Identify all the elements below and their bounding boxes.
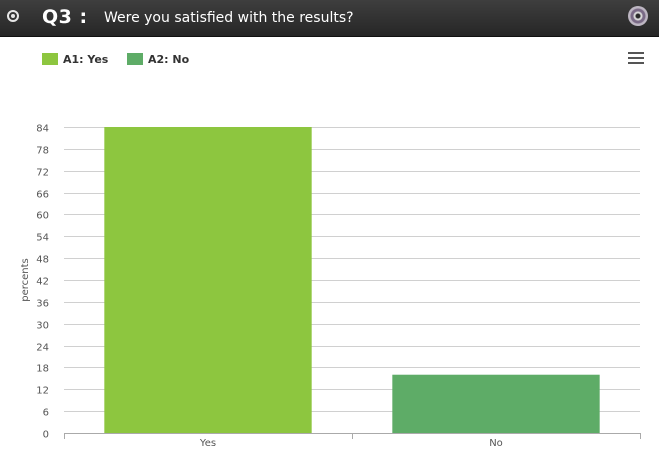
chart-bars — [104, 127, 600, 433]
y-axis-title: percents — [20, 258, 31, 302]
x-tick-label: Yes — [199, 438, 216, 449]
y-tick-label: 24 — [36, 343, 49, 354]
y-tick-label: 6 — [43, 408, 49, 419]
y-tick-labels: 0 6 12 18 24 30 36 42 48 54 60 66 72 78 84 — [36, 124, 49, 441]
y-tick-label: 60 — [36, 211, 49, 222]
radio-icon[interactable] — [7, 10, 19, 22]
y-tick-label: 30 — [36, 321, 49, 332]
y-tick-label: 54 — [36, 233, 49, 244]
legend-swatch-yes — [42, 53, 58, 65]
y-tick-label: 66 — [36, 190, 49, 201]
y-tick-label: 48 — [36, 255, 49, 266]
bar-no[interactable] — [392, 374, 600, 433]
y-tick-label: 78 — [36, 146, 49, 157]
legend-item-no[interactable]: A2: No — [127, 53, 189, 66]
bar-yes[interactable] — [104, 127, 312, 433]
y-tick-label: 18 — [36, 364, 49, 375]
legend-label-yes: A1: Yes — [63, 53, 109, 66]
y-tick-label: 36 — [36, 299, 49, 310]
y-tick-label: 0 — [43, 430, 49, 441]
y-tick-label: 12 — [36, 386, 49, 397]
legend-swatch-no — [127, 53, 143, 65]
y-tick-label: 72 — [36, 168, 49, 179]
x-tick-label: No — [489, 438, 503, 449]
y-tick-label: 42 — [36, 277, 49, 288]
x-axis: Yes No — [64, 433, 641, 449]
y-tick-label: 84 — [36, 124, 49, 135]
question-number: Q3 : — [42, 6, 88, 28]
question-header: Q3 : Were you satisfied with the results… — [0, 0, 659, 37]
question-text: Were you satisfied with the results? — [104, 10, 354, 26]
menu-icon[interactable] — [628, 52, 644, 66]
legend-item-yes[interactable]: A1: Yes — [42, 53, 108, 66]
legend-label-no: A2: No — [148, 53, 190, 66]
disc-icon[interactable] — [628, 6, 648, 26]
